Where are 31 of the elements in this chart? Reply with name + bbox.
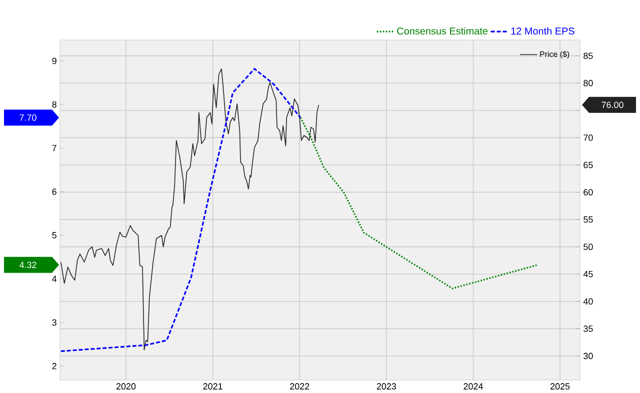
y-tick-label: 5 — [52, 232, 56, 239]
x-tick-label: 2021 — [203, 383, 222, 390]
y2-tick-label: 65 — [584, 162, 593, 168]
text: 4.32 — [19, 262, 36, 268]
line-series — [300, 117, 538, 290]
legend-label: Consensus Estimate — [397, 27, 488, 35]
y-tick-label: 8 — [52, 102, 56, 108]
y2-tick-label: 70 — [584, 134, 593, 142]
y2-tick-label: 85 — [584, 52, 593, 60]
y2-tick-label: 50 — [584, 244, 593, 250]
x-tick-label: 2024 — [464, 383, 483, 390]
y2-tick-label: 45 — [583, 271, 593, 278]
y-tick-label: 6 — [52, 188, 56, 196]
y2-tick-label: 55 — [584, 216, 593, 223]
y2-tick-label: 60 — [584, 189, 593, 196]
y-tick-label: 3 — [52, 320, 56, 326]
y2-tick-label: 40 — [583, 298, 593, 305]
y2-tick-label: 35 — [584, 326, 593, 332]
y-tick-label: 4 — [52, 276, 57, 282]
y-tick-label: 7 — [52, 145, 56, 152]
x-tick-label: 2020 — [116, 383, 136, 390]
legend-label: 12 Month EPS — [511, 27, 574, 35]
y-tick-label: 2 — [52, 363, 56, 370]
y-tick-label: 9 — [52, 58, 56, 64]
y2-tick-label: 30 — [584, 353, 593, 360]
x-tick-label: 2022 — [290, 383, 310, 390]
x-tick-label: 2025 — [550, 383, 570, 390]
text: 76.00 — [602, 102, 624, 108]
y2-tick-label: 80 — [584, 80, 593, 87]
x-tick-label: 2023 — [376, 383, 396, 390]
text: 7.70 — [20, 114, 36, 122]
